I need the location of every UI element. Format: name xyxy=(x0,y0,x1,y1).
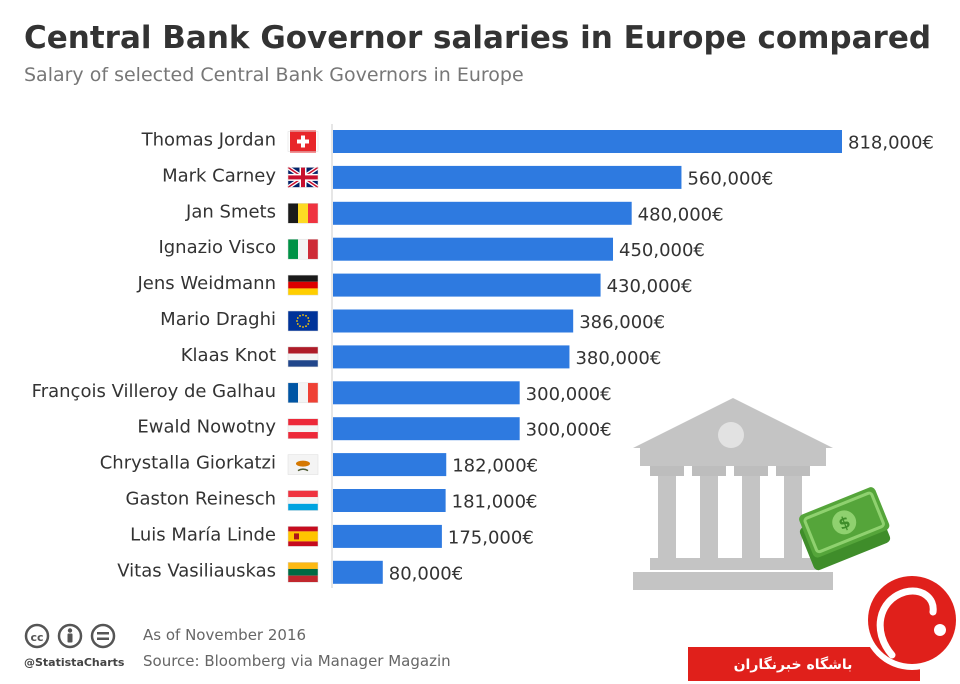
france-flag xyxy=(287,382,319,404)
uk-flag xyxy=(286,165,320,190)
bar xyxy=(333,524,442,548)
value-label: 450,000€ xyxy=(619,240,705,261)
bar xyxy=(333,130,842,153)
money-bills-icon: $ xyxy=(799,487,891,571)
bar xyxy=(333,273,601,297)
creative-commons-icon: cc xyxy=(24,623,50,649)
value-label: 182,000€ xyxy=(452,456,538,477)
svg-text:cc: cc xyxy=(30,631,43,644)
watermark-text: باشگاه خبرنگاران xyxy=(734,656,853,673)
category-label: Mario Draghi xyxy=(160,309,276,330)
category-label: Jan Smets xyxy=(185,201,276,222)
date-note: As of November 2016 xyxy=(143,626,307,644)
spain-flag xyxy=(287,526,319,547)
bar xyxy=(333,417,520,441)
bar xyxy=(333,309,574,333)
category-label: François Villeroy de Galhau xyxy=(32,381,276,402)
category-label: Mark Carney xyxy=(162,165,276,186)
luxembourg-flag xyxy=(287,490,319,511)
value-label: 300,000€ xyxy=(526,384,612,405)
cyprus-flag xyxy=(287,454,319,475)
switzerland-flag xyxy=(287,130,319,153)
value-label: 430,000€ xyxy=(607,276,693,297)
no-derivatives-icon xyxy=(90,623,116,649)
belgium-flag xyxy=(287,203,319,224)
value-label: 386,000€ xyxy=(579,312,665,333)
category-label: Ewald Nowotny xyxy=(137,417,276,438)
category-label: Ignazio Visco xyxy=(158,237,276,258)
bank-building-icon xyxy=(633,398,833,590)
bar xyxy=(333,489,446,512)
eu-flag xyxy=(287,310,319,332)
chart-subtitle: Salary of selected Central Bank Governor… xyxy=(24,64,524,86)
bar xyxy=(333,381,520,405)
austria-flag xyxy=(287,418,319,439)
source-note: Source: Bloomberg via Manager Magazin xyxy=(143,652,451,670)
bar xyxy=(333,237,614,261)
bar xyxy=(333,345,570,369)
category-label: Jens Weidmann xyxy=(136,273,276,294)
value-label: 818,000€ xyxy=(848,133,934,154)
value-label: 175,000€ xyxy=(448,527,534,548)
category-label: Vitas Vasiliauskas xyxy=(117,560,276,581)
attribution-icon xyxy=(57,623,83,649)
value-label: 560,000€ xyxy=(687,168,773,189)
cc-license-icons: cc xyxy=(24,623,116,649)
value-label: 300,000€ xyxy=(526,420,612,441)
bar xyxy=(333,201,632,225)
category-label: Klaas Knot xyxy=(181,345,276,366)
category-label: Chrystalla Giorkatzi xyxy=(100,453,276,474)
statista-brand: @StatistaCharts xyxy=(24,656,125,669)
bar xyxy=(333,165,682,189)
netherlands-flag xyxy=(287,346,319,368)
category-label: Thomas Jordan xyxy=(141,130,276,151)
value-label: 480,000€ xyxy=(638,204,724,225)
value-label: 181,000€ xyxy=(452,492,538,513)
value-label: 80,000€ xyxy=(389,563,463,584)
bar xyxy=(333,560,383,584)
watermark-logo: باشگاه خبرنگاران xyxy=(688,570,960,681)
category-label: Luis María Linde xyxy=(130,524,276,545)
chart-title: Central Bank Governor salaries in Europe… xyxy=(24,20,932,56)
italy-flag xyxy=(287,238,319,260)
lithuania-flag xyxy=(287,562,319,583)
category-label: Gaston Reinesch xyxy=(126,489,277,510)
bar xyxy=(333,453,447,477)
value-label: 380,000€ xyxy=(575,348,661,369)
germany-flag xyxy=(287,274,319,296)
